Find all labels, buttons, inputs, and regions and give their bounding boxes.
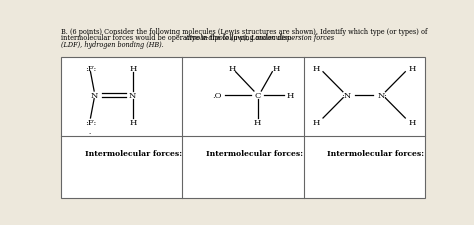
Text: N: N [129,91,137,99]
Text: C: C [255,91,261,99]
Text: H: H [129,118,137,126]
Text: (LDF), hydrogen bonding (HB).: (LDF), hydrogen bonding (HB). [61,41,164,49]
Text: :F:: :F: [85,118,96,126]
Text: Intermolecular forces:: Intermolecular forces: [85,149,182,158]
Text: ..: .. [89,129,92,134]
Text: N: N [91,91,98,99]
Text: intermolecular forces would be operative in the following molecules:: intermolecular forces would be operative… [61,34,294,42]
Text: Intermolecular forces:: Intermolecular forces: [206,149,303,158]
Text: H: H [272,65,280,72]
Text: :F:: :F: [85,65,96,72]
Text: B. (6 points) Consider the following molecules (Lewis structures are shown). Ide: B. (6 points) Consider the following mol… [61,28,428,36]
Text: .O: .O [212,91,222,99]
Text: Intermolecular forces:: Intermolecular forces: [328,149,425,158]
Text: :N: :N [341,91,351,99]
Text: H: H [408,118,416,126]
Text: H: H [287,91,294,99]
Text: H: H [129,65,137,72]
Text: H: H [408,65,416,72]
Text: H: H [313,118,320,126]
Text: H: H [313,65,320,72]
Text: dipole-dipole (μ-μ), London dispersion forces: dipole-dipole (μ-μ), London dispersion f… [186,34,334,42]
Text: N:: N: [377,91,388,99]
Text: H: H [228,65,236,72]
Text: H: H [254,118,261,126]
Bar [61,58,425,198]
